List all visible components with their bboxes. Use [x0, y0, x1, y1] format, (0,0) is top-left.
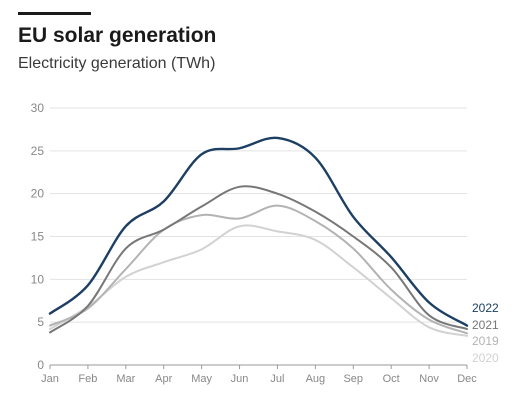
y-tick-label: 20: [31, 187, 45, 201]
x-tick-label: Jul: [270, 373, 284, 385]
series-labels: 2020 2019 2021 2022: [472, 301, 499, 365]
x-tick-label: Mar: [116, 373, 135, 385]
y-tick-label: 5: [37, 315, 44, 329]
series-label-2022: 2022: [472, 301, 499, 315]
series-label-2020: 2020: [472, 351, 499, 365]
x-tick-label: Nov: [419, 373, 439, 385]
series-lines: [48, 136, 469, 337]
x-axis: Jan Feb Mar Apr May Jun Jul Aug Sep Oct Nov Dec: [41, 365, 477, 385]
chart-title: EU solar generation: [18, 24, 217, 47]
series-label-2021: 2021: [472, 318, 499, 332]
y-tick-label: 0: [37, 358, 44, 372]
y-tick-label: 25: [31, 144, 45, 158]
x-tick-label: Apr: [155, 373, 172, 385]
x-tick-label: Sep: [343, 373, 363, 385]
x-tick-label: Jan: [41, 373, 59, 385]
x-tick-label: Jun: [231, 373, 249, 385]
y-tick-label: 15: [31, 230, 45, 244]
x-tick-label: Dec: [457, 373, 477, 385]
y-tick-label: 10: [31, 272, 45, 286]
grid: [50, 107, 467, 366]
series-line-2020: [49, 224, 468, 337]
top-rule: [18, 12, 91, 15]
y-axis: 0 5 10 15 20 25 30: [31, 101, 45, 372]
chart-subtitle: Electricity generation (TWh): [18, 55, 216, 72]
y-tick-label: 30: [31, 101, 45, 115]
x-tick-label: Aug: [306, 373, 326, 385]
x-tick-label: Feb: [78, 373, 97, 385]
series-line-2022: [48, 136, 469, 327]
series-label-2019: 2019: [472, 334, 499, 348]
series-line-2019: [49, 204, 468, 335]
series-line-2021: [49, 185, 468, 334]
x-tick-label: Oct: [383, 373, 400, 385]
x-tick-label: May: [191, 373, 212, 385]
